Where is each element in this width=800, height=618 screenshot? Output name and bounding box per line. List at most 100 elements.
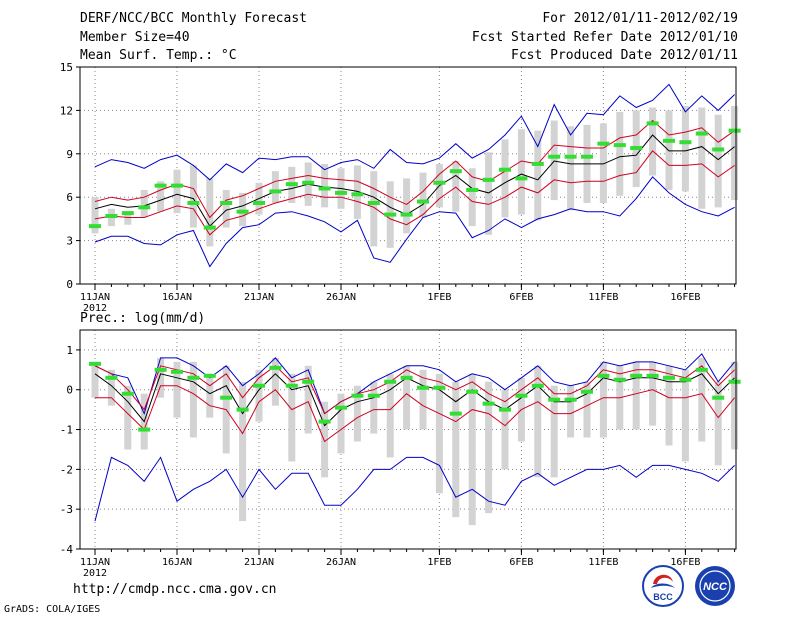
temp-spread-bar [157,181,165,212]
temp-spread-bar [485,152,493,235]
prec-spread-bar [173,361,181,418]
temp-spread-bar [501,139,509,218]
ncc-logo-icon: NCC [695,566,735,606]
temp-observed-marker [220,200,233,205]
prec-observed-marker [105,375,118,380]
produced-date: Fcst Produced Date 2012/01/11 [511,48,738,63]
temp-spread-bar [239,192,247,227]
prec-observed-marker [384,379,397,384]
temp-lower-outer-line [94,176,735,268]
prec-ensemble-mean-line [94,373,735,427]
prec-observed-marker [203,373,216,378]
prec-observed-marker [154,367,167,372]
temp-plot-frame [79,66,737,285]
temp-observed-marker [515,176,528,181]
temp-observed-marker [105,214,118,219]
prec-x-year-label: 2012 [83,568,107,579]
prec-observed-marker [318,419,331,424]
prec-observed-marker [285,383,298,388]
temp-spread-bar [452,161,460,212]
prec-spread-bar [550,385,558,478]
temp-spread-bar [731,106,739,201]
prec-x-tick-label: 16JAN [162,557,192,568]
temp-observed-marker [384,212,397,217]
prec-observed-marker [236,407,249,412]
prec-observed-marker [548,397,561,402]
prec-observed-marker [531,383,544,388]
temp-observed-marker [187,200,200,205]
temp-spread-bar [353,165,361,219]
temp-spread-bar [649,107,657,176]
prec-spread-bar [534,365,542,478]
temp-observed-marker [613,143,626,148]
prec-x-tick-label: 1FEB [427,557,451,568]
temp-observed-marker [646,121,659,126]
temp-observed-marker [679,140,692,145]
temp-x-tick-label: 1FEB [427,292,451,303]
ncc-logo-text: NCC [703,581,728,593]
temp-observed-marker [89,224,101,229]
temp-observed-marker [138,205,151,210]
prec-observed-marker [564,397,577,402]
logos: BCC NCC [642,565,735,607]
prec-spread-bar [632,361,640,430]
prec-observed-marker [220,395,233,400]
variable-label: Mean Surf. Temp.: °C [80,48,237,63]
prec-observed-marker [367,393,380,398]
temp-spread-bar [271,171,279,203]
prec-spread-bar [485,381,493,514]
prec-observed-marker [449,411,462,416]
temp-observed-marker [482,177,495,182]
member-size: Member Size=40 [80,30,190,45]
temp-spread-bar [370,171,378,247]
temp-observed-marker [400,212,413,217]
prec-observed-marker [597,373,610,378]
temp-spread-bar [616,111,624,196]
temp-observed-marker [203,225,216,230]
prec-observed-marker [646,373,659,378]
prec-spread-bar [731,361,739,450]
prec-spread-bar [91,361,99,398]
prec-spread-bar [370,381,378,434]
prec-observed-marker [613,377,626,382]
temp-upper-inner-line [94,119,735,219]
prec-observed-marker [417,385,429,390]
chart-title: DERF/NCC/BCC Monthly Forecast [80,11,307,26]
prec-lower-outer-line [94,456,735,522]
prec-spread-bar [288,373,296,462]
temp-observed-marker [253,200,265,205]
temp-observed-marker [236,209,249,214]
temp-x-tick-label: 11FEB [588,292,618,303]
temp-observed-marker [269,189,282,194]
temp-spread-bar [534,130,542,221]
prec-spread-bar [501,389,509,470]
temp-observed-marker [499,167,511,172]
prec-upper-outer-line [94,353,735,416]
temp-spread-bar [173,169,181,214]
source-url[interactable]: http://cmdp.ncc.cma.gov.cn [73,582,277,597]
prec-x-tick-label: 11JAN [80,557,110,568]
temp-spread-bar [550,120,558,201]
prec-observed-marker [695,367,708,372]
temp-panel: 0 3 6 9 12 15 11JAN 16JAN 21JAN 26JAN 1FEB 6FEB 11FE… [60,61,741,314]
temp-spread-bar [321,163,329,208]
prec-observed-marker [433,385,446,390]
prec-spread-bar [239,381,247,522]
prec-observed-marker [302,379,315,384]
temp-spread-bar [599,123,607,203]
grads-credit: GrADS: COLA/IGES [4,604,101,615]
prec-spread-bar [124,385,132,450]
temp-observed-marker [581,154,593,159]
prec-observed-marker [581,389,593,394]
prec-plot-frame [79,329,737,550]
temp-x-year-label: 2012 [83,303,107,314]
prec-x-tick-label: 11FEB [588,557,618,568]
prec-observed-marker [138,427,151,432]
temp-y-tick-label: 12 [60,104,73,117]
temp-observed-marker [531,161,544,166]
prec-observed-marker [466,389,479,394]
temp-y-tick-label: 6 [66,191,73,204]
temp-x-tick-label: 26JAN [326,292,356,303]
prec-spread-bar [107,369,115,406]
temp-x-tick-label: 6FEB [509,292,533,303]
